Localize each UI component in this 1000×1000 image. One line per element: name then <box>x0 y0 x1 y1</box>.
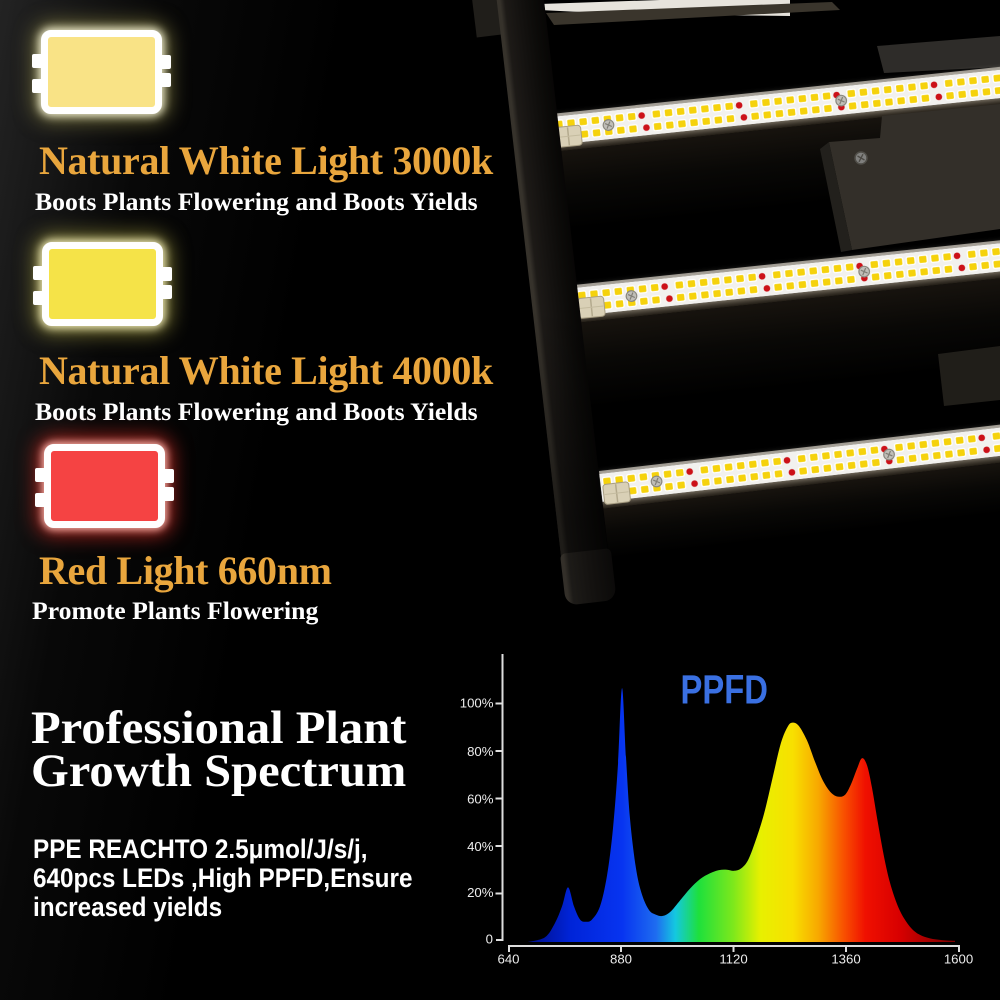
svg-text:80%: 80% <box>467 744 494 759</box>
svg-text:1120: 1120 <box>719 952 747 967</box>
svg-text:1600: 1600 <box>944 952 973 967</box>
svg-text:0: 0 <box>486 932 493 947</box>
svg-text:20%: 20% <box>467 885 494 900</box>
svg-text:880: 880 <box>610 952 632 967</box>
svg-text:PPFD: PPFD <box>681 666 768 712</box>
svg-text:640: 640 <box>497 952 519 967</box>
svg-text:100%: 100% <box>460 696 494 711</box>
svg-text:1360: 1360 <box>831 952 860 967</box>
svg-text:40%: 40% <box>467 839 494 854</box>
svg-text:60%: 60% <box>467 791 494 806</box>
